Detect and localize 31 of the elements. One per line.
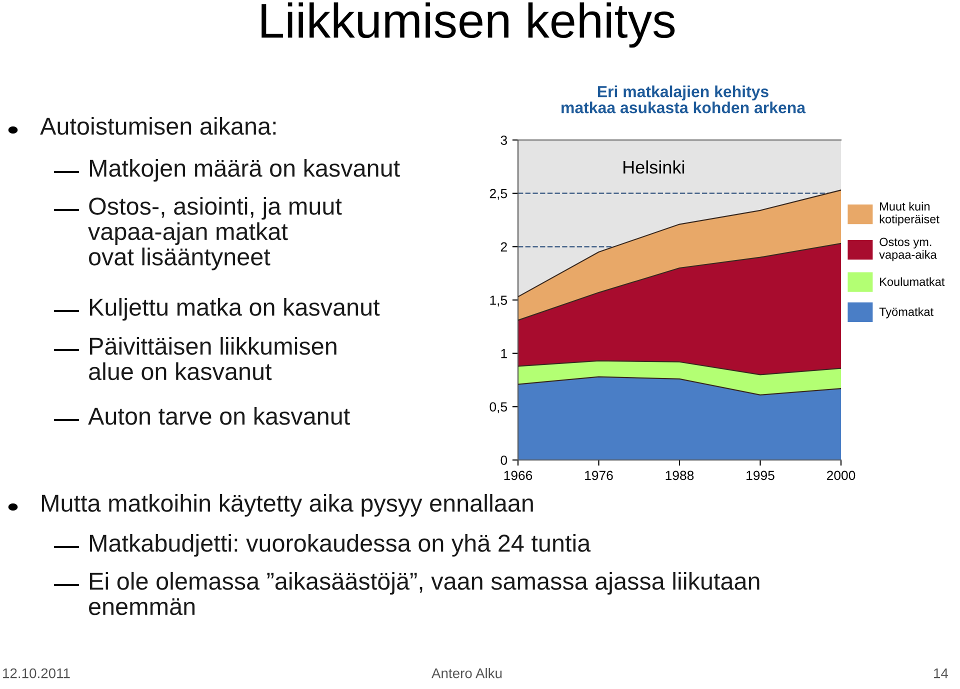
text: Kuljettu matka on kasvanut <box>90 298 380 321</box>
text: 14 <box>934 668 948 678</box>
y-tick-label: 3 <box>500 136 508 145</box>
y-tick-label: 1 <box>501 349 507 358</box>
text: Autoistumisen aikana: <box>40 117 276 135</box>
y-tick-label: 2,5 <box>490 188 508 200</box>
x-tick-label: 1995 <box>746 470 774 480</box>
text: Päivittäisen liikkumisen alue on kasvanut <box>89 337 336 380</box>
legend-label: Ostos ym. vapaa-aika <box>879 238 937 262</box>
text: Matkojen määrä on kasvanut <box>90 159 400 182</box>
x-tick-label: 1976 <box>585 470 613 480</box>
y-tick-label: 0,5 <box>490 402 508 414</box>
text: 12.10.2011 <box>3 668 70 678</box>
y-tick-label: 2 <box>500 242 507 252</box>
text: Mutta matkoihin käytetty aika pysyy ennallaan <box>42 494 533 517</box>
y-tick-label: 0 <box>500 456 508 465</box>
legend-label: Muut kuin kotiperäiset <box>880 202 940 226</box>
x-tick-label: 1988 <box>666 470 694 480</box>
chart-title: Liikkumisen kehitys <box>262 2 675 48</box>
x-tick-label: 1966 <box>504 470 532 480</box>
chart-subtitle: Eri matkalajien kehitys matkaa asukasta kohden arkena <box>562 86 806 114</box>
legend-label: Koulumatkat <box>880 277 945 286</box>
x-tick-label: 2000 <box>826 470 856 480</box>
text: Matkabudjetti: vuorokaudessa on yhä 24 tuntia <box>90 534 591 557</box>
legend-label: Työmatkat <box>879 307 934 318</box>
text: Ei ole olemassa ”aikasäästöjä”, vaan samassa ajassa liikutaan enemmän <box>89 572 760 616</box>
text: Auton tarve on kasvanut <box>88 407 350 425</box>
text: Antero Alku <box>432 668 502 678</box>
y-tick-label: 1,5 <box>490 296 508 306</box>
text: Ostos-, asiointi, ja muut vapaa-ajan matkat ovat lisääntyneet <box>88 197 342 270</box>
annotation: Helsinki <box>624 160 684 174</box>
